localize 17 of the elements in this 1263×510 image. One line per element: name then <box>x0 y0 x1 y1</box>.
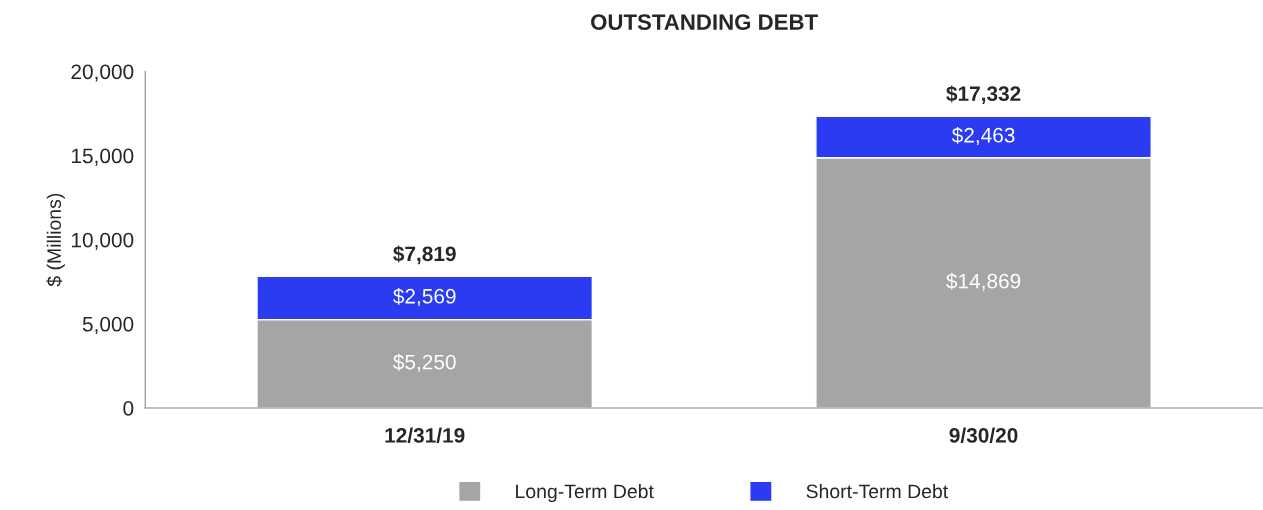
y-tick-label: 15,000 <box>72 148 134 166</box>
x-tick-label: 9/30/20 <box>949 427 1018 443</box>
x-tick-label: 12/31/19 <box>385 427 465 443</box>
y-tick-label: 0 <box>123 401 134 416</box>
data-label: $5,250 <box>393 353 456 372</box>
legend-label: Short-Term Debt <box>806 483 949 499</box>
chart-title: OUTSTANDING DEBT <box>591 14 818 30</box>
y-tick-label: 20,000 <box>71 64 134 82</box>
data-label: $2,463 <box>951 126 1015 146</box>
total-label: $17,332 <box>946 85 1021 105</box>
data-label: $2,569 <box>393 287 456 307</box>
total-label: $7,819 <box>393 245 456 265</box>
y-tick-label: 10,000 <box>72 232 134 250</box>
y-axis-title: $ (Millions) <box>46 193 65 287</box>
y-tick-label: 5,000 <box>82 316 134 335</box>
data-label: $14,869 <box>946 272 1021 291</box>
legend-label: Long-Term Debt <box>516 483 654 503</box>
